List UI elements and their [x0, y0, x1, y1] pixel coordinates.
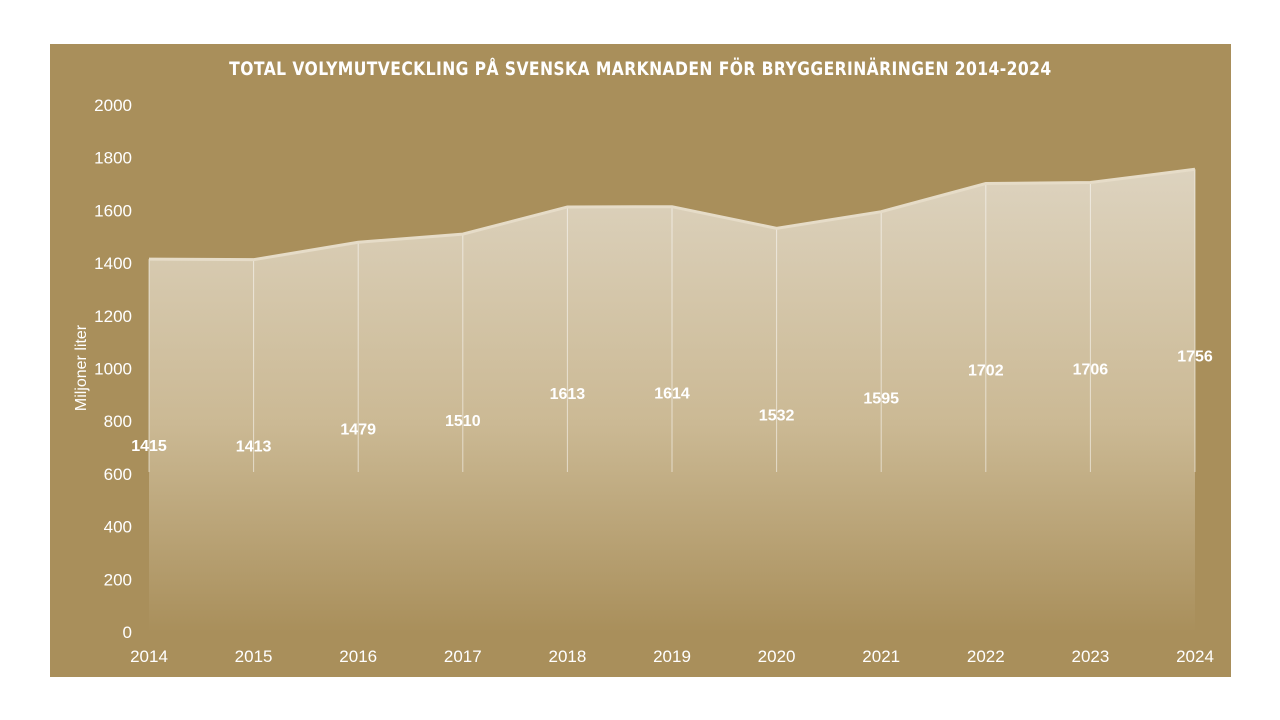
- data-label: 1613: [550, 386, 586, 403]
- data-label: 1702: [968, 363, 1004, 380]
- x-tick-label: 2020: [758, 647, 796, 666]
- y-tick-label: 2000: [94, 96, 132, 115]
- x-tick-label: 2021: [862, 647, 900, 666]
- data-labels: 1415 1413 1479 1510 1613 1614 1532 1595 1702 1706…: [131, 348, 1213, 455]
- y-tick-label: 1800: [94, 149, 132, 168]
- x-tick-label: 2016: [339, 647, 377, 666]
- y-tick-label: 0: [123, 623, 132, 642]
- data-label: 1756: [1177, 348, 1213, 365]
- y-tick-label: 600: [104, 465, 132, 484]
- area-series: [148, 167, 1196, 632]
- x-tick-label: 2019: [653, 647, 691, 666]
- data-label: 1479: [340, 421, 376, 438]
- area-outline: [148, 167, 1196, 262]
- y-tick-label: 800: [104, 412, 132, 431]
- data-label: 1532: [759, 407, 795, 424]
- x-tick-label: 2015: [235, 647, 273, 666]
- y-tick-label: 1600: [94, 201, 132, 220]
- data-label: 1415: [131, 438, 167, 455]
- data-label: 1614: [654, 386, 690, 403]
- x-axis-ticks: 2014 2015 2016 2017 2018 2019 2020 2021 2022 2023…: [130, 647, 1214, 666]
- data-label: 1595: [863, 391, 899, 408]
- y-axis-ticks: 0 200 400 600 800 1000 1200 1400 1600 1800 2000: [94, 96, 132, 642]
- x-tick-label: 2018: [548, 647, 586, 666]
- data-label: 1510: [445, 413, 481, 430]
- data-label: 1413: [236, 439, 272, 456]
- y-tick-label: 1400: [94, 254, 132, 273]
- x-tick-label: 2024: [1176, 647, 1214, 666]
- x-tick-label: 2022: [967, 647, 1005, 666]
- y-axis-title: Miljoner liter: [73, 324, 90, 411]
- data-label: 1706: [1073, 361, 1109, 378]
- y-tick-label: 1200: [94, 307, 132, 326]
- y-tick-label: 400: [104, 518, 132, 537]
- x-tick-label: 2023: [1071, 647, 1109, 666]
- chart-title: Total volymutveckling på svenska marknad…: [229, 58, 1052, 80]
- y-tick-label: 200: [104, 570, 132, 589]
- y-tick-label: 1000: [94, 360, 132, 379]
- x-tick-label: 2014: [130, 647, 168, 666]
- x-tick-label: 2017: [444, 647, 482, 666]
